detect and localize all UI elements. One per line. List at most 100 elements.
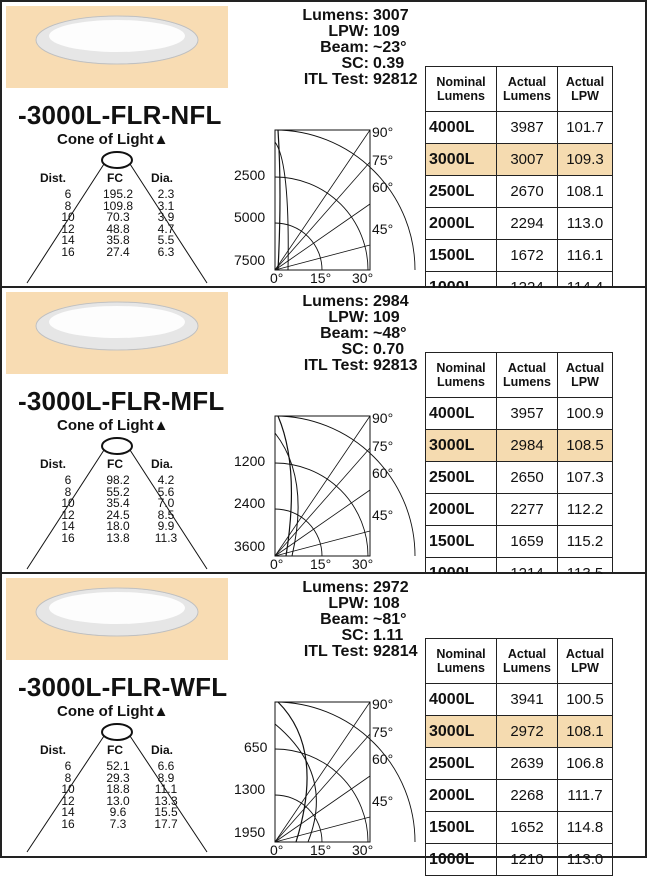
table-row: 2500L 2639 106.8 (425, 747, 613, 780)
table-row: 1500L 1659 115.2 (425, 525, 613, 558)
stat-lumens: Lumens: 2984 (302, 293, 409, 310)
polar-ring-mid (274, 748, 369, 843)
cone-dia-column: 2.3 3.1 3.9 4.7 5.5 6.3 (157, 187, 175, 259)
cone-header-dia: Dia. (151, 171, 174, 185)
candela-curve-b (274, 723, 317, 843)
polar-candela-plot: 90° 75° 60° 45° 2500 5000 7500 0° 15° 30… (230, 122, 430, 287)
candela-curve (277, 701, 308, 843)
cone-of-light-title: Cone of Light▲ (57, 131, 169, 148)
cone-diagram (26, 723, 208, 853)
table-row: 4000L 3957 100.9 (425, 397, 613, 430)
stat-lpw: LPW: 108 (328, 595, 400, 612)
cone-dist-column: 6 8 10 12 14 16 (61, 187, 75, 259)
polar-candela-plot: 90° 75° 60° 45° 650 1300 1950 0° 15° 30° (230, 694, 430, 859)
table-row: 1500L 1652 114.8 (425, 811, 613, 844)
polar-ring-outer (274, 129, 416, 271)
product-panel-nfl: -3000L-FLR-NFL Lumens: 3007 LPW: 109 Beam:… (0, 0, 647, 304)
polar-ring-mid (274, 176, 369, 271)
photometric-stats: Lumens: 2984 LPW: 109 Beam: ~48° SC: 0.70 IT… (264, 294, 429, 374)
table-row-highlighted: 3000L 2984 108.5 (425, 429, 613, 462)
product-photo (6, 292, 228, 374)
table-row-highlighted: 3000L 2972 108.1 (425, 715, 613, 748)
stat-sc: SC: 0.39 (341, 55, 405, 72)
col-nominal-lumens: Nominal Lumens (425, 352, 497, 398)
product-panel-wfl: -3000L-FLR-WFL Lumens: 2972 LPW: 108 Beam:… (0, 574, 647, 876)
lumen-output-table: Nominal Lumens Actual Lumens Actual LPW … (425, 638, 613, 876)
lumen-output-table: Nominal Lumens Actual Lumens Actual LPW … (425, 352, 613, 590)
sku-title: -3000L-FLR-NFL (18, 100, 222, 130)
product-panel-mfl: -3000L-FLR-MFL Lumens: 2984 LPW: 109 Beam:… (0, 288, 647, 590)
col-actual-lpw: Actual LPW (557, 638, 613, 684)
polar-ring-outer (274, 701, 416, 843)
polar-ring-outer (274, 415, 416, 557)
lumen-output-table: Nominal Lumens Actual Lumens Actual LPW … (425, 66, 613, 304)
cone-header-fc: FC (107, 171, 123, 185)
col-actual-lpw: Actual LPW (557, 352, 613, 398)
cone-header-fc: FC (107, 457, 123, 471)
triangle-up-icon: ▲ (153, 703, 169, 720)
cone-of-light-title: Cone of Light▲ (57, 703, 169, 720)
cone-of-light-title: Cone of Light▲ (57, 417, 169, 434)
cone-fc-column: 98.2 55.2 35.4 24.5 18.0 13.8 (106, 473, 130, 545)
polar-grid (274, 701, 416, 843)
cone-diagram (26, 437, 208, 570)
stat-itl-test: ITL Test: 92813 (303, 357, 418, 374)
table-row: 2000L 2277 112.2 (425, 493, 613, 526)
candela-curve (277, 415, 293, 557)
stat-lumens: Lumens: 2972 (302, 579, 409, 596)
polar-ring-mid (274, 462, 369, 557)
stat-lumens: Lumens: 3007 (302, 7, 409, 24)
table-row: 2000L 2294 113.0 (425, 207, 613, 240)
stat-beam: Beam: ~23° (320, 39, 407, 56)
cone-dist-column: 6 8 10 12 14 16 (61, 759, 75, 831)
polar-grid (274, 415, 416, 557)
stat-lpw: LPW: 109 (328, 309, 400, 326)
downlight-image-icon (35, 301, 199, 351)
cone-dia-column: 4.2 5.6 7.0 8.5 9.9 11.3 (154, 473, 178, 545)
photometric-stats: Lumens: 2972 LPW: 108 Beam: ~81° SC: 1.11 IT… (264, 580, 429, 660)
table-row: 4000L 3987 101.7 (425, 111, 613, 144)
table-row: 1000L 1210 113.0 (425, 843, 613, 876)
cone-header-dia: Dia. (151, 457, 174, 471)
col-nominal-lumens: Nominal Lumens (425, 638, 497, 684)
sku-title: -3000L-FLR-WFL (18, 672, 228, 702)
polar-ring-inner (274, 222, 323, 271)
cone-diagram (26, 151, 208, 284)
sku-title: -3000L-FLR-MFL (18, 386, 225, 416)
cone-dia-column: 6.6 8.9 11.1 13.3 15.5 17.7 (154, 759, 178, 831)
stat-sc: SC: 0.70 (341, 341, 405, 358)
downlight-image-icon (35, 15, 199, 65)
triangle-up-icon: ▲ (153, 417, 169, 434)
downlight-image-icon (35, 587, 199, 637)
cone-header-dist: Dist. (40, 743, 67, 757)
col-actual-lumens: Actual Lumens (496, 638, 558, 684)
product-photo (6, 578, 228, 660)
col-actual-lpw: Actual LPW (557, 66, 613, 112)
polar-ring-inner (274, 794, 323, 843)
candela-curve (277, 129, 281, 271)
candela-curve-b (274, 141, 289, 271)
stat-beam: Beam: ~48° (320, 325, 407, 342)
table-row-highlighted: 3000L 3007 109.3 (425, 143, 613, 176)
candela-curve-b (274, 432, 299, 557)
stat-beam: Beam: ~81° (320, 611, 407, 628)
table-row: 4000L 3941 100.5 (425, 683, 613, 716)
cone-fc-column: 195.2 109.8 70.3 48.8 35.8 27.4 (102, 187, 134, 259)
col-nominal-lumens: Nominal Lumens (425, 66, 497, 112)
col-actual-lumens: Actual Lumens (496, 66, 558, 112)
polar-grid (274, 129, 416, 271)
cone-dist-column: 6 8 10 12 14 16 (61, 473, 75, 545)
table-row: 2000L 2268 111.7 (425, 779, 613, 812)
table-row: 1500L 1672 116.1 (425, 239, 613, 272)
stat-itl-test: ITL Test: 92814 (303, 643, 418, 660)
photometric-stats: Lumens: 3007 LPW: 109 Beam: ~23° SC: 0.39 IT… (264, 8, 429, 88)
cone-header-dist: Dist. (40, 457, 67, 471)
triangle-up-icon: ▲ (153, 131, 169, 148)
table-row: 2500L 2650 107.3 (425, 461, 613, 494)
polar-ring-inner (274, 508, 323, 557)
product-photo (6, 6, 228, 88)
table-row: 2500L 2670 108.1 (425, 175, 613, 208)
col-actual-lumens: Actual Lumens (496, 352, 558, 398)
cone-header-dist: Dist. (40, 171, 67, 185)
